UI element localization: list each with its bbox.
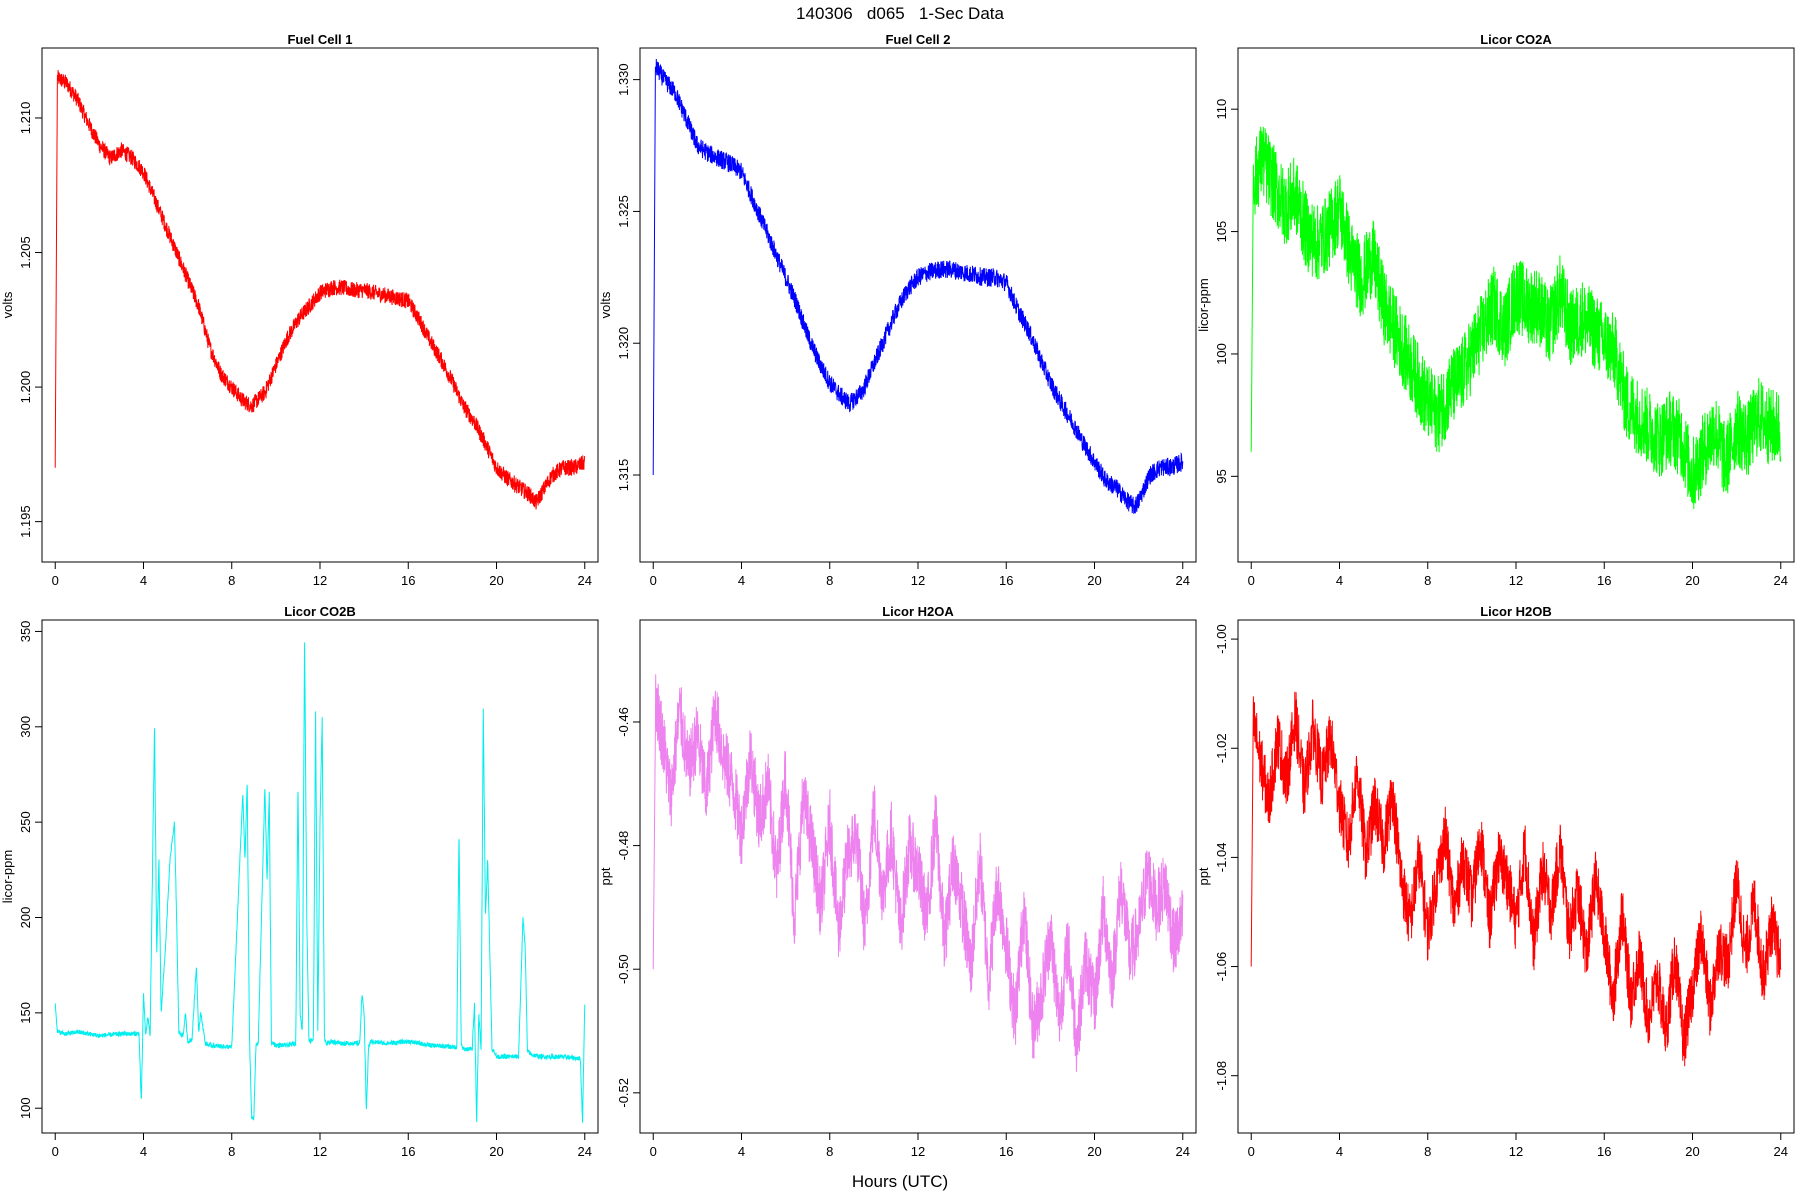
chart-panel: Licor CO2A licor-ppm 0 4 8 12 16 20 24 95 100 105 11… xyxy=(1196,32,1795,588)
x-tick-label: 16 xyxy=(999,1144,1013,1159)
x-tick-label: 4 xyxy=(1336,1144,1343,1159)
x-tick-label: 20 xyxy=(1087,573,1101,588)
x-tick-label: 0 xyxy=(52,1144,59,1159)
x-tick-label: 20 xyxy=(1685,573,1699,588)
chart-title: Licor H2OB xyxy=(1480,604,1552,619)
chart-title: Fuel Cell 2 xyxy=(885,32,950,47)
x-tick-label: 24 xyxy=(578,1144,592,1159)
x-tick-label: 4 xyxy=(738,1144,745,1159)
x-axis-caption: Hours (UTC) xyxy=(851,1172,949,1191)
x-tick-label: 16 xyxy=(1597,1144,1611,1159)
y-tick-label: -1.08 xyxy=(1214,1061,1229,1091)
data-trace xyxy=(652,58,1184,514)
y-tick-label: 1.210 xyxy=(18,102,33,135)
y-tick-label: 250 xyxy=(18,811,33,833)
x-tick-label: 12 xyxy=(911,573,925,588)
y-tick-label: -1.02 xyxy=(1214,733,1229,763)
y-tick-label: 100 xyxy=(18,1097,33,1119)
y-tick-label: 1.200 xyxy=(18,371,33,404)
y-axis-label: licor-ppm xyxy=(0,850,15,903)
x-tick-label: 20 xyxy=(1087,1144,1101,1159)
chart-title: Licor CO2B xyxy=(284,604,356,619)
x-tick-label: 8 xyxy=(826,1144,833,1159)
chart-panel: Fuel Cell 2 volts 0 4 8 12 16 20 24 1.315 1.320 1.3… xyxy=(598,32,1197,588)
y-tick-label: 1.320 xyxy=(616,327,631,360)
x-tick-label: 12 xyxy=(911,1144,925,1159)
plot-frame xyxy=(1237,619,1795,1134)
y-tick-label: 1.325 xyxy=(616,195,631,228)
x-tick-label: 16 xyxy=(999,573,1013,588)
x-tick-label: 20 xyxy=(489,573,503,588)
x-tick-label: 8 xyxy=(826,573,833,588)
chart-panel: Fuel Cell 1 volts 0 4 8 12 16 20 24 1.195 1.200 1.2… xyxy=(0,32,599,588)
x-tick-label: 24 xyxy=(1774,1144,1788,1159)
x-tick-label: 12 xyxy=(313,1144,327,1159)
y-tick-label: -1.06 xyxy=(1214,952,1229,982)
data-trace xyxy=(652,674,1184,1072)
y-axis-label: volts xyxy=(0,291,15,318)
y-tick-label: 350 xyxy=(18,621,33,643)
y-tick-label: 105 xyxy=(1214,221,1229,243)
x-tick-label: 16 xyxy=(401,1144,415,1159)
x-tick-label: 0 xyxy=(52,573,59,588)
x-tick-label: 16 xyxy=(401,573,415,588)
x-tick-label: 24 xyxy=(1176,1144,1190,1159)
x-tick-label: 24 xyxy=(1176,573,1190,588)
x-tick-label: 12 xyxy=(313,573,327,588)
y-tick-label: 1.205 xyxy=(18,236,33,269)
data-trace xyxy=(54,69,586,510)
y-tick-label: -0.50 xyxy=(616,954,631,984)
x-tick-label: 4 xyxy=(140,1144,147,1159)
chart-title: Fuel Cell 1 xyxy=(287,32,352,47)
x-tick-label: 0 xyxy=(650,1144,657,1159)
x-tick-label: 20 xyxy=(489,1144,503,1159)
chart-panel: Licor H2OB ppt 0 4 8 12 16 20 24 -1.08 -1.06 -1.04 -… xyxy=(1196,604,1795,1159)
x-tick-label: 4 xyxy=(140,573,147,588)
data-trace xyxy=(54,642,586,1123)
data-trace xyxy=(1250,691,1782,1067)
x-tick-label: 4 xyxy=(738,573,745,588)
x-tick-label: 8 xyxy=(228,573,235,588)
y-tick-label: 150 xyxy=(18,1002,33,1024)
y-axis-label: ppt xyxy=(1196,867,1211,885)
x-tick-label: 24 xyxy=(1774,573,1788,588)
y-tick-label: 100 xyxy=(1214,343,1229,365)
chart-panel: Licor H2OA ppt 0 4 8 12 16 20 24 -0.52 -0.50 -0.48 -… xyxy=(598,604,1197,1159)
x-tick-label: 12 xyxy=(1509,573,1523,588)
x-tick-label: 20 xyxy=(1685,1144,1699,1159)
y-tick-label: -0.48 xyxy=(616,831,631,861)
y-tick-label: 110 xyxy=(1214,99,1229,120)
x-tick-label: 0 xyxy=(650,573,657,588)
y-axis-label: ppt xyxy=(598,867,613,885)
data-trace xyxy=(1250,126,1782,510)
y-tick-label: -0.52 xyxy=(616,1078,631,1108)
x-tick-label: 16 xyxy=(1597,573,1611,588)
y-axis-label: volts xyxy=(598,291,613,318)
y-tick-label: 200 xyxy=(18,907,33,929)
x-tick-label: 24 xyxy=(578,573,592,588)
x-tick-label: 8 xyxy=(1424,573,1431,588)
y-tick-label: 1.330 xyxy=(616,63,631,96)
x-tick-label: 12 xyxy=(1509,1144,1523,1159)
x-tick-label: 8 xyxy=(228,1144,235,1159)
y-tick-label: 1.315 xyxy=(616,459,631,492)
x-tick-label: 0 xyxy=(1248,1144,1255,1159)
chart-panel: Licor CO2B licor-ppm 0 4 8 12 16 20 24 100 150 200 2… xyxy=(0,604,599,1159)
y-tick-label: 95 xyxy=(1214,469,1229,483)
y-tick-label: -1.00 xyxy=(1214,624,1229,654)
y-axis-label: licor-ppm xyxy=(1196,278,1211,331)
x-tick-label: 4 xyxy=(1336,573,1343,588)
page-title: 140306 d065 1-Sec Data xyxy=(796,4,1004,23)
x-tick-label: 8 xyxy=(1424,1144,1431,1159)
y-tick-label: -1.04 xyxy=(1214,843,1229,873)
y-tick-label: 1.195 xyxy=(18,505,33,538)
y-tick-label: -0.46 xyxy=(616,707,631,737)
chart-title: Licor H2OA xyxy=(882,604,954,619)
chart-title: Licor CO2A xyxy=(1480,32,1552,47)
x-tick-label: 0 xyxy=(1248,573,1255,588)
y-tick-label: 300 xyxy=(18,716,33,738)
